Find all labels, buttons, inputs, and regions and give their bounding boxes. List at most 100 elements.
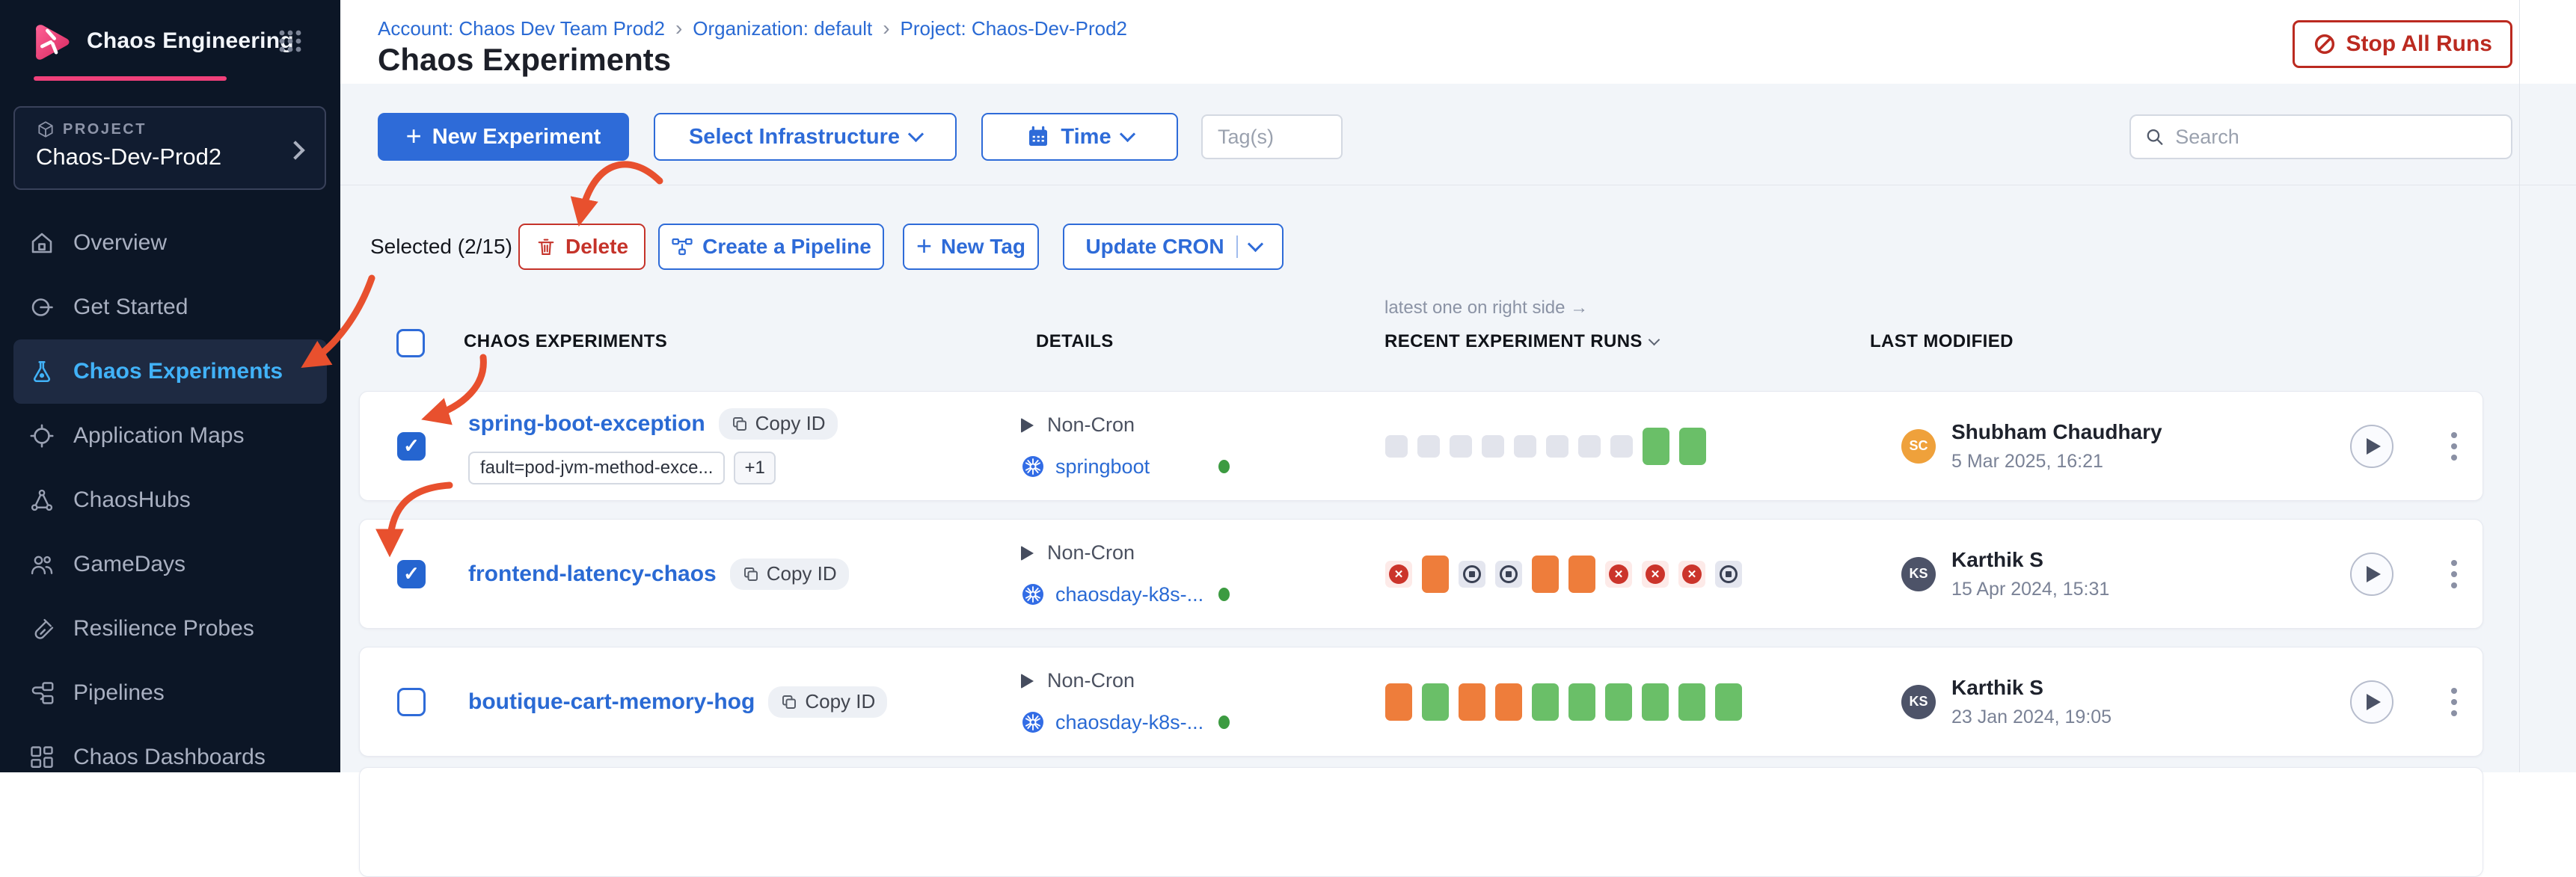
experiment-name-link[interactable]: boutique-cart-memory-hog bbox=[468, 689, 755, 714]
run-status-empty[interactable] bbox=[1610, 434, 1633, 458]
search-icon bbox=[2147, 129, 2163, 145]
create-pipeline-button[interactable]: Create a Pipeline bbox=[658, 224, 884, 270]
sidebar-item-get-started[interactable]: Get Started bbox=[13, 275, 327, 339]
run-status-running[interactable] bbox=[1459, 683, 1485, 721]
row-menu-button[interactable] bbox=[2451, 687, 2459, 716]
run-status-failed[interactable]: ✕ bbox=[1678, 560, 1705, 588]
run-status-empty[interactable] bbox=[1482, 434, 1504, 458]
row-checkbox[interactable] bbox=[397, 687, 426, 716]
sidebar-nav: Overview Get Started Chaos Experiments A… bbox=[0, 211, 340, 790]
run-status-failed[interactable]: ✕ bbox=[1385, 560, 1412, 588]
run-status-success[interactable] bbox=[1642, 683, 1669, 721]
breadcrumb-link[interactable]: Account: Chaos Dev Team Prod2 bbox=[378, 16, 665, 40]
cron-type: Non-Cron bbox=[1021, 541, 1260, 564]
run-status-success[interactable] bbox=[1532, 683, 1559, 721]
run-status-empty[interactable] bbox=[1450, 434, 1472, 458]
run-status-success[interactable] bbox=[1678, 683, 1705, 721]
tags-input[interactable] bbox=[1216, 124, 1328, 150]
experiment-row: ✓ spring-boot-exception Copy ID fault=po… bbox=[359, 391, 2483, 501]
sidebar-item-label: Pipelines bbox=[73, 680, 165, 705]
run-experiment-button[interactable] bbox=[2350, 424, 2393, 468]
run-status-empty[interactable] bbox=[1385, 434, 1408, 458]
infra-status-dot bbox=[1218, 460, 1230, 473]
infrastructure-link[interactable]: chaosday-k8s-... bbox=[1055, 710, 1204, 733]
run-status-success[interactable] bbox=[1422, 683, 1449, 721]
sidebar-item-pipelines[interactable]: Pipelines bbox=[13, 661, 327, 725]
search-field[interactable] bbox=[2129, 114, 2512, 159]
sort-chevron-icon bbox=[1648, 333, 1660, 346]
infrastructure-link[interactable]: chaosday-k8s-... bbox=[1055, 582, 1204, 606]
copy-id-button[interactable]: Copy ID bbox=[718, 407, 838, 440]
button-divider bbox=[1236, 236, 1238, 258]
module-grid-icon[interactable] bbox=[277, 28, 303, 54]
experiment-name-link[interactable]: spring-boot-exception bbox=[468, 410, 705, 436]
scrollbar-track[interactable] bbox=[2519, 0, 2520, 772]
run-status-empty[interactable] bbox=[1546, 434, 1568, 458]
run-status-success[interactable] bbox=[1643, 427, 1669, 465]
sidebar-item-chaos-dashboards[interactable]: Chaos Dashboards bbox=[13, 725, 327, 790]
calendar-icon bbox=[1029, 126, 1048, 146]
run-status-success[interactable] bbox=[1679, 427, 1706, 465]
run-status-running[interactable] bbox=[1385, 683, 1412, 721]
more-tags-pill[interactable]: +1 bbox=[734, 451, 776, 484]
row-checkbox[interactable]: ✓ bbox=[397, 431, 426, 461]
copy-id-label: Copy ID bbox=[805, 690, 876, 713]
run-status-stopped[interactable] bbox=[1495, 560, 1522, 588]
sidebar-item-label: Resilience Probes bbox=[73, 616, 254, 641]
new-experiment-button[interactable]: + New Experiment bbox=[378, 113, 629, 161]
run-status-running[interactable] bbox=[1568, 555, 1595, 593]
run-status-running[interactable] bbox=[1532, 555, 1559, 593]
modified-date: 23 Jan 2024, 19:05 bbox=[1951, 706, 2112, 727]
select-infrastructure-dropdown[interactable]: Select Infrastructure bbox=[654, 113, 957, 161]
row-menu-button[interactable] bbox=[2451, 431, 2459, 461]
run-status-success[interactable] bbox=[1568, 683, 1595, 721]
search-input[interactable] bbox=[2174, 124, 2497, 150]
select-all-checkbox[interactable] bbox=[396, 329, 425, 357]
chevron-down-icon bbox=[1247, 236, 1263, 252]
sidebar-item-overview[interactable]: Overview bbox=[13, 211, 327, 275]
run-status-failed[interactable]: ✕ bbox=[1605, 560, 1632, 588]
sidebar-item-chaos-experiments[interactable]: Chaos Experiments bbox=[13, 339, 327, 404]
update-cron-button[interactable]: Update CRON bbox=[1063, 224, 1284, 270]
run-status-stopped[interactable] bbox=[1715, 560, 1742, 588]
run-status-empty[interactable] bbox=[1417, 434, 1440, 458]
sidebar-item-resilience-probes[interactable]: Resilience Probes bbox=[13, 597, 327, 661]
run-status-running[interactable] bbox=[1422, 555, 1449, 593]
breadcrumb-link[interactable]: Organization: default bbox=[693, 16, 873, 40]
run-status-empty[interactable] bbox=[1514, 434, 1536, 458]
copy-id-button[interactable]: Copy ID bbox=[729, 558, 849, 590]
infrastructure-link[interactable]: springboot bbox=[1055, 455, 1150, 478]
sidebar-item-label: Get Started bbox=[73, 295, 188, 319]
experiment-name-link[interactable]: frontend-latency-chaos bbox=[468, 561, 717, 586]
run-experiment-button[interactable] bbox=[2350, 680, 2393, 724]
stop-all-runs-button[interactable]: Stop All Runs bbox=[2293, 20, 2512, 68]
delete-button[interactable]: Delete bbox=[518, 224, 645, 270]
infra-status-dot bbox=[1218, 716, 1230, 729]
play-icon bbox=[2367, 693, 2381, 710]
run-status-stopped[interactable] bbox=[1459, 560, 1485, 588]
run-experiment-button[interactable] bbox=[2350, 552, 2393, 596]
copy-id-button[interactable]: Copy ID bbox=[768, 686, 888, 718]
column-header-runs[interactable]: RECENT EXPERIMENT RUNS bbox=[1384, 331, 1660, 352]
dashboard-icon bbox=[28, 744, 55, 771]
sidebar-item-application-maps[interactable]: Application Maps bbox=[13, 404, 327, 468]
tags-filter-field[interactable] bbox=[1201, 114, 1343, 159]
sidebar-item-gamedays[interactable]: GameDays bbox=[13, 532, 327, 597]
run-status-success[interactable] bbox=[1715, 683, 1742, 721]
project-selector[interactable]: PROJECT Chaos-Dev-Prod2 bbox=[13, 106, 326, 190]
row-checkbox[interactable]: ✓ bbox=[397, 559, 426, 588]
tag-pill[interactable]: fault=pod-jvm-method-exce... bbox=[468, 451, 726, 484]
project-label: PROJECT bbox=[63, 120, 147, 138]
cron-label: Non-Cron bbox=[1047, 413, 1135, 436]
run-status-success[interactable] bbox=[1605, 683, 1632, 721]
new-tag-button[interactable]: + New Tag bbox=[903, 224, 1039, 270]
modified-by: Karthik S bbox=[1951, 675, 2043, 699]
run-status-empty[interactable] bbox=[1578, 434, 1601, 458]
row-menu-button[interactable] bbox=[2451, 559, 2459, 588]
run-status-failed[interactable]: ✕ bbox=[1642, 560, 1669, 588]
sidebar-header: Chaos Engineering bbox=[0, 0, 340, 82]
time-filter-dropdown[interactable]: Time bbox=[981, 113, 1178, 161]
sidebar-item-chaoshubs[interactable]: ChaosHubs bbox=[13, 468, 327, 532]
breadcrumb-link[interactable]: Project: Chaos-Dev-Prod2 bbox=[900, 16, 1128, 40]
run-status-running[interactable] bbox=[1495, 683, 1522, 721]
